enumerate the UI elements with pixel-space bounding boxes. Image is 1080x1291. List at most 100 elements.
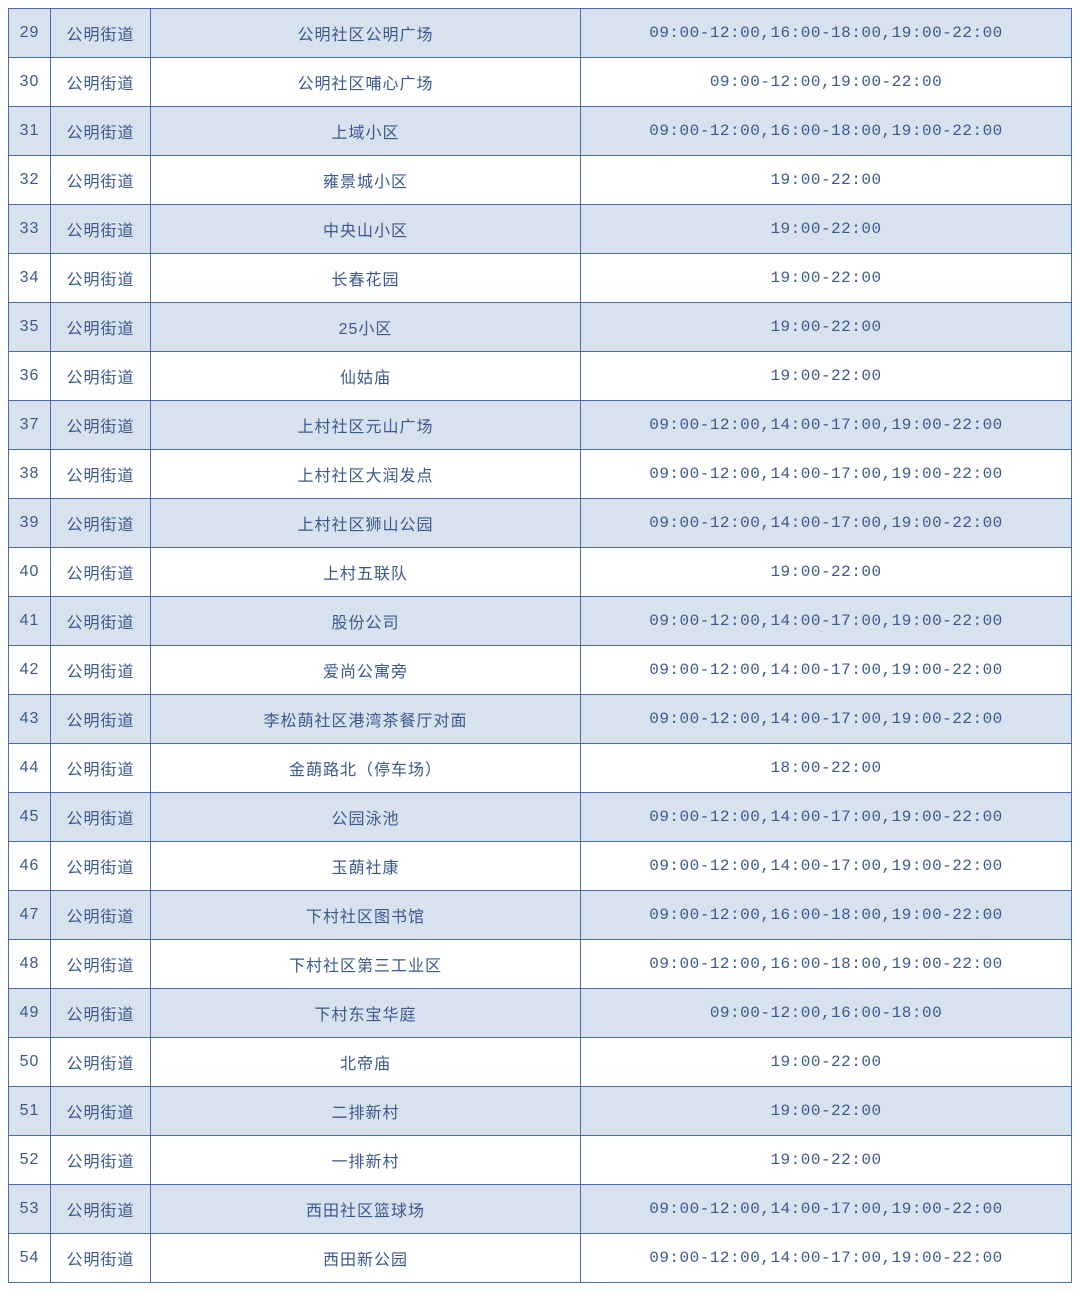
cell-location: 下村东宝华庭 (151, 989, 581, 1038)
cell-time: 09:00-12:00,14:00-17:00,19:00-22:00 (581, 401, 1072, 450)
table-row: 40公明街道上村五联队19:00-22:00 (9, 548, 1072, 597)
cell-street: 公明街道 (51, 744, 151, 793)
cell-street: 公明街道 (51, 1185, 151, 1234)
schedule-table: 29公明街道公明社区公明广场09:00-12:00,16:00-18:00,19… (8, 8, 1072, 1283)
cell-num: 31 (9, 107, 51, 156)
cell-street: 公明街道 (51, 891, 151, 940)
cell-num: 32 (9, 156, 51, 205)
cell-num: 50 (9, 1038, 51, 1087)
cell-time: 09:00-12:00,19:00-22:00 (581, 58, 1072, 107)
cell-location: 李松蓢社区港湾茶餐厅对面 (151, 695, 581, 744)
cell-street: 公明街道 (51, 842, 151, 891)
cell-street: 公明街道 (51, 989, 151, 1038)
cell-num: 43 (9, 695, 51, 744)
cell-num: 30 (9, 58, 51, 107)
cell-location: 仙姑庙 (151, 352, 581, 401)
cell-street: 公明街道 (51, 107, 151, 156)
cell-time: 09:00-12:00,16:00-18:00,19:00-22:00 (581, 940, 1072, 989)
cell-location: 上域小区 (151, 107, 581, 156)
table-row: 33公明街道中央山小区19:00-22:00 (9, 205, 1072, 254)
cell-num: 48 (9, 940, 51, 989)
cell-street: 公明街道 (51, 1136, 151, 1185)
cell-location: 上村社区狮山公园 (151, 499, 581, 548)
cell-location: 爱尚公寓旁 (151, 646, 581, 695)
cell-num: 42 (9, 646, 51, 695)
cell-street: 公明街道 (51, 9, 151, 58)
cell-num: 49 (9, 989, 51, 1038)
cell-num: 45 (9, 793, 51, 842)
cell-street: 公明街道 (51, 1087, 151, 1136)
cell-num: 41 (9, 597, 51, 646)
cell-time: 19:00-22:00 (581, 548, 1072, 597)
cell-time: 19:00-22:00 (581, 1087, 1072, 1136)
cell-time: 09:00-12:00,16:00-18:00,19:00-22:00 (581, 107, 1072, 156)
table-row: 37公明街道上村社区元山广场09:00-12:00,14:00-17:00,19… (9, 401, 1072, 450)
cell-time: 09:00-12:00,14:00-17:00,19:00-22:00 (581, 793, 1072, 842)
cell-location: 公园泳池 (151, 793, 581, 842)
table-row: 42公明街道爱尚公寓旁09:00-12:00,14:00-17:00,19:00… (9, 646, 1072, 695)
cell-location: 上村社区元山广场 (151, 401, 581, 450)
cell-location: 金蓢路北（停车场） (151, 744, 581, 793)
table-row: 30公明街道公明社区哺心广场09:00-12:00,19:00-22:00 (9, 58, 1072, 107)
cell-time: 09:00-12:00,14:00-17:00,19:00-22:00 (581, 1185, 1072, 1234)
cell-street: 公明街道 (51, 303, 151, 352)
cell-location: 股份公司 (151, 597, 581, 646)
table-row: 54公明街道西田新公园09:00-12:00,14:00-17:00,19:00… (9, 1234, 1072, 1283)
cell-time: 19:00-22:00 (581, 156, 1072, 205)
cell-num: 44 (9, 744, 51, 793)
cell-street: 公明街道 (51, 254, 151, 303)
cell-num: 47 (9, 891, 51, 940)
cell-time: 09:00-12:00,16:00-18:00,19:00-22:00 (581, 891, 1072, 940)
table-row: 45公明街道公园泳池09:00-12:00,14:00-17:00,19:00-… (9, 793, 1072, 842)
cell-time: 19:00-22:00 (581, 205, 1072, 254)
cell-location: 中央山小区 (151, 205, 581, 254)
table-body: 29公明街道公明社区公明广场09:00-12:00,16:00-18:00,19… (9, 9, 1072, 1283)
cell-street: 公明街道 (51, 352, 151, 401)
cell-location: 玉蓢社康 (151, 842, 581, 891)
cell-location: 雍景城小区 (151, 156, 581, 205)
cell-time: 09:00-12:00,14:00-17:00,19:00-22:00 (581, 499, 1072, 548)
cell-num: 37 (9, 401, 51, 450)
cell-street: 公明街道 (51, 205, 151, 254)
cell-street: 公明街道 (51, 646, 151, 695)
cell-num: 52 (9, 1136, 51, 1185)
table-row: 41公明街道股份公司09:00-12:00,14:00-17:00,19:00-… (9, 597, 1072, 646)
cell-location: 西田社区篮球场 (151, 1185, 581, 1234)
table-row: 50公明街道北帝庙19:00-22:00 (9, 1038, 1072, 1087)
table-row: 53公明街道西田社区篮球场09:00-12:00,14:00-17:00,19:… (9, 1185, 1072, 1234)
cell-time: 09:00-12:00,16:00-18:00 (581, 989, 1072, 1038)
table-row: 52公明街道一排新村19:00-22:00 (9, 1136, 1072, 1185)
cell-time: 19:00-22:00 (581, 1038, 1072, 1087)
cell-location: 北帝庙 (151, 1038, 581, 1087)
cell-street: 公明街道 (51, 156, 151, 205)
cell-street: 公明街道 (51, 548, 151, 597)
cell-num: 35 (9, 303, 51, 352)
cell-time: 09:00-12:00,14:00-17:00,19:00-22:00 (581, 842, 1072, 891)
cell-location: 一排新村 (151, 1136, 581, 1185)
cell-street: 公明街道 (51, 597, 151, 646)
cell-street: 公明街道 (51, 58, 151, 107)
table-row: 39公明街道上村社区狮山公园09:00-12:00,14:00-17:00,19… (9, 499, 1072, 548)
cell-num: 38 (9, 450, 51, 499)
cell-time: 18:00-22:00 (581, 744, 1072, 793)
cell-time: 09:00-12:00,16:00-18:00,19:00-22:00 (581, 9, 1072, 58)
cell-location: 下村社区第三工业区 (151, 940, 581, 989)
cell-time: 19:00-22:00 (581, 303, 1072, 352)
table-row: 38公明街道上村社区大润发点09:00-12:00,14:00-17:00,19… (9, 450, 1072, 499)
cell-location: 25小区 (151, 303, 581, 352)
cell-street: 公明街道 (51, 940, 151, 989)
table-row: 47公明街道下村社区图书馆09:00-12:00,16:00-18:00,19:… (9, 891, 1072, 940)
cell-location: 上村五联队 (151, 548, 581, 597)
cell-street: 公明街道 (51, 793, 151, 842)
cell-num: 51 (9, 1087, 51, 1136)
cell-num: 29 (9, 9, 51, 58)
cell-street: 公明街道 (51, 499, 151, 548)
cell-location: 上村社区大润发点 (151, 450, 581, 499)
table-row: 32公明街道雍景城小区19:00-22:00 (9, 156, 1072, 205)
table-row: 35公明街道25小区19:00-22:00 (9, 303, 1072, 352)
cell-num: 46 (9, 842, 51, 891)
table-row: 49公明街道下村东宝华庭09:00-12:00,16:00-18:00 (9, 989, 1072, 1038)
cell-location: 下村社区图书馆 (151, 891, 581, 940)
cell-time: 09:00-12:00,14:00-17:00,19:00-22:00 (581, 646, 1072, 695)
cell-time: 19:00-22:00 (581, 254, 1072, 303)
